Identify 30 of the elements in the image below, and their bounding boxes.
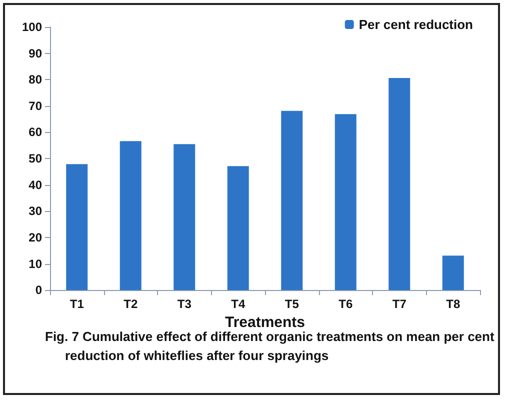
bar [120,141,142,290]
x-tick-label: T4 [231,297,246,312]
bar [442,256,464,290]
x-tick-label: T5 [284,297,300,312]
x-tick-label: T1 [70,297,84,312]
x-tick-label: T2 [124,297,138,312]
bar [334,114,356,290]
bar [388,78,410,290]
y-tick-label: 20 [28,230,42,244]
bar [66,164,88,290]
y-tick-label: 50 [28,152,42,166]
y-tick-label: 100 [22,20,42,34]
y-tick-label: 10 [28,256,42,271]
x-tick-label: T3 [177,297,192,312]
y-tick-label: 0 [35,283,42,298]
y-tick-label: 30 [28,204,42,218]
y-tick-label: 70 [28,98,42,113]
x-tick-label: T8 [446,297,460,312]
bar [227,166,249,290]
caption: Fig. 7 Cumulative effect of different organic treatments on mean per cent reduction of whiteflies after four sprayings [45,328,495,365]
y-tick-label: 80 [28,72,42,87]
x-axis-title: Treatments [224,314,306,331]
x-tick-label: T7 [392,297,407,312]
legend-label: Per cent reduction [358,17,474,32]
y-tick-label: 90 [28,46,42,60]
x-tick-label: T6 [338,297,353,312]
bar [281,110,303,290]
bar [174,144,196,290]
y-tick-label: 60 [28,125,42,140]
y-tick-label: 40 [28,178,42,192]
